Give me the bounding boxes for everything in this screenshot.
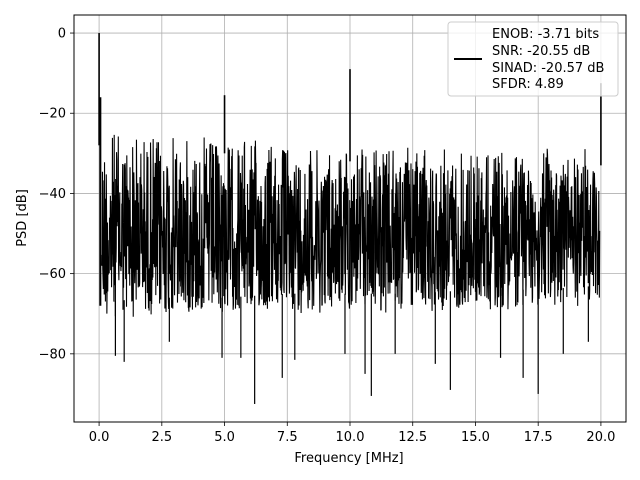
x-tick-label: 12.5 xyxy=(398,430,427,445)
x-tick-label: 10.0 xyxy=(336,430,365,445)
y-axis-label: PSD [dB] xyxy=(15,189,30,247)
y-tick-label: −20 xyxy=(39,107,66,122)
axis-ticks: 0.0 2.5 5.0 7.5 10.0 12.5 15.0 17.5 20.0 0 −20 −40 −… xyxy=(39,27,616,445)
y-tick-label: −60 xyxy=(39,267,66,282)
x-tick-label: 7.5 xyxy=(277,430,298,445)
psd-series xyxy=(98,33,602,404)
legend-sfdr: SFDR: 4.89 xyxy=(492,77,564,92)
legend-box xyxy=(447,21,619,97)
psd-noise-trace xyxy=(101,134,601,317)
legend-snr: SNR: -20.55 dB xyxy=(492,44,590,59)
x-tick-label: 0.0 xyxy=(89,430,110,445)
x-axis-label: Frequency [MHz] xyxy=(294,451,403,466)
x-tick-label: 5.0 xyxy=(214,430,235,445)
y-tick-label: −80 xyxy=(39,347,66,362)
x-tick-label: 2.5 xyxy=(151,430,172,445)
legend-enob: ENOB: -3.71 bits xyxy=(492,27,599,42)
legend-sinad: SINAD: -20.57 dB xyxy=(492,61,604,76)
x-tick-label: 17.5 xyxy=(524,430,553,445)
legend: ENOB: -3.71 bits SNR: -20.55 dB SINAD: -… xyxy=(447,21,619,97)
y-tick-label: −40 xyxy=(39,187,66,202)
x-tick-label: 20.0 xyxy=(586,430,615,445)
x-tick-label: 15.0 xyxy=(461,430,490,445)
y-tick-label: 0 xyxy=(58,27,66,42)
